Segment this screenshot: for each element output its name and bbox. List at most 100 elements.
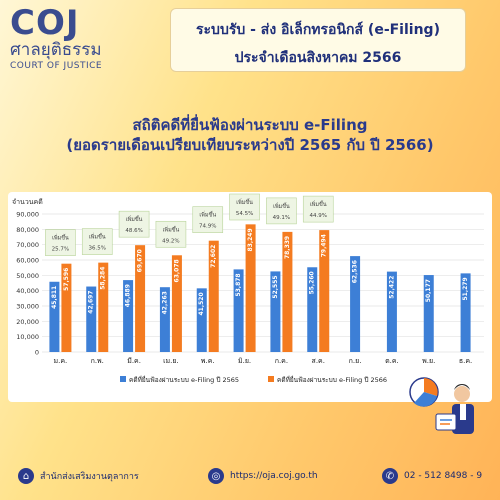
bar-series2 xyxy=(135,245,146,352)
increase-badge-label: เพิ่มขึ้น xyxy=(163,225,180,233)
increase-badge-pct: 44.9% xyxy=(310,213,327,219)
increase-badge-pct: 36.5% xyxy=(89,246,106,252)
bar-series1 xyxy=(196,288,207,352)
bar-value-label: 78,339 xyxy=(284,236,291,259)
bar-series1 xyxy=(233,269,244,352)
increase-badge-label: เพิ่มขึ้น xyxy=(236,198,253,206)
increase-badge-pct: 25.7% xyxy=(52,247,69,253)
bar-value-label: 57,596 xyxy=(63,268,70,291)
logo-abbr: COJ xyxy=(10,3,80,43)
legend-swatch xyxy=(268,376,274,382)
x-tick-label: พ.ย. xyxy=(422,357,435,365)
building-icon: ⌂ xyxy=(18,468,34,484)
increase-badge xyxy=(302,195,334,223)
bar-series2 xyxy=(98,262,109,352)
bar-value-label: 42,697 xyxy=(88,291,95,314)
increase-badge-label: เพิ่มขึ้น xyxy=(273,202,290,210)
x-tick-label: ก.ย. xyxy=(349,357,362,365)
chart-card: จำนวนคดี 0 10,000 20,000 30,000 40,000 50,000 6… xyxy=(8,192,492,402)
y-tick-label: 0 xyxy=(35,349,39,357)
bar-series1 xyxy=(350,256,361,352)
logo-thai-name: ศาลยุติธรรม xyxy=(10,40,102,60)
bar-series1 xyxy=(86,286,97,352)
bar-series2 xyxy=(282,231,293,352)
globe-icon: ◎ xyxy=(208,468,224,484)
y-tick-label: 30,000 xyxy=(16,303,39,311)
increase-badge-pct: 54.5% xyxy=(236,211,253,217)
footer-office: ⌂ สำนักส่งเสริมงานตุลาการ xyxy=(18,468,139,484)
bar-value-label: 41,520 xyxy=(198,292,205,315)
phone-icon: ✆ xyxy=(382,468,398,484)
y-tick-label: 10,000 xyxy=(16,333,39,341)
x-tick-label: ส.ค. xyxy=(312,357,325,365)
bar-value-label: 55,260 xyxy=(309,271,316,294)
increase-badge-pct: 74.9% xyxy=(199,224,216,230)
bar-value-label: 50,177 xyxy=(425,279,432,302)
bar-series2 xyxy=(208,240,219,352)
bar-series2 xyxy=(61,263,72,352)
bar-value-label: 62,536 xyxy=(352,260,359,283)
increase-badge-label: เพิ่มขึ้น xyxy=(199,211,216,219)
bar-series1 xyxy=(123,280,134,352)
footer: ⌂ สำนักส่งเสริมงานตุลาการ ◎ https://oja.… xyxy=(0,452,500,500)
x-tick-label: ธ.ค. xyxy=(459,357,472,365)
bar-value-label: 52,555 xyxy=(272,275,279,298)
header-line2: ประจำเดือนสิงหาคม 2566 xyxy=(234,50,402,66)
bar-series1 xyxy=(270,271,281,352)
bar-series1 xyxy=(159,287,170,352)
increase-badge xyxy=(155,220,187,248)
logo-english-name: COURT OF JUSTICE xyxy=(10,61,103,71)
header-box: ระบบรับ - ส่ง อิเล็กทรอนิกส์ (e-Filing) … xyxy=(170,8,466,72)
y-tick-label: 90,000 xyxy=(16,211,39,219)
bar-value-label: 53,878 xyxy=(235,273,242,296)
bar-value-label: 51,279 xyxy=(462,277,469,300)
x-tick-label: ก.พ. xyxy=(91,357,104,365)
increase-badge xyxy=(45,229,76,256)
x-tick-label: ต.ค. xyxy=(385,357,399,365)
increase-badge-label: เพิ่มขึ้น xyxy=(310,200,327,208)
footer-phone-text: 02 - 512 8498 - 9 xyxy=(404,471,483,481)
x-tick-label: เม.ย. xyxy=(163,357,179,365)
y-tick-label: 60,000 xyxy=(16,257,39,265)
presenter-illustration xyxy=(409,377,474,434)
bar-value-label: 42,263 xyxy=(161,291,168,314)
bar-value-label: 83,249 xyxy=(247,228,254,251)
bar-value-label: 72,602 xyxy=(210,245,217,268)
legend-label: คดีที่ยื่นฟ้องผ่านระบบ e-Filing ปี 2566 xyxy=(277,375,387,384)
bar-value-label: 52,422 xyxy=(388,276,395,299)
bar-chart: จำนวนคดี 0 10,000 20,000 30,000 40,000 50,000 6… xyxy=(12,193,484,384)
y-tick-label: 40,000 xyxy=(16,287,39,295)
x-tick-label: ม.ค. xyxy=(54,357,68,365)
x-tick-label: มิ.ย. xyxy=(238,357,251,365)
bar-series2 xyxy=(171,255,182,352)
bar-series1 xyxy=(49,281,60,352)
footer-website[interactable]: ◎ https://oja.coj.go.th xyxy=(208,468,318,484)
bar-value-label: 46,889 xyxy=(125,284,132,307)
x-tick-label: ก.ค. xyxy=(275,357,288,365)
increase-badge-pct: 48.6% xyxy=(125,228,142,234)
chart-title-line1: สถิติคดีที่ยื่นฟ้องผ่านระบบ e-Filing xyxy=(132,116,368,134)
increase-badge xyxy=(118,210,150,238)
legend-swatch xyxy=(120,376,126,382)
legend-label: คดีที่ยื่นฟ้องผ่านระบบ e-Filing ปี 2565 xyxy=(129,375,239,384)
y-tick-label: 70,000 xyxy=(16,241,39,249)
bar-series1 xyxy=(423,275,434,352)
coj-logo: COJ ศาลยุติธรรม COURT OF JUSTICE xyxy=(10,6,110,78)
x-tick-label: พ.ค. xyxy=(201,357,215,365)
bar-series1 xyxy=(460,273,471,352)
increase-badge-label: เพิ่มขึ้น xyxy=(89,233,106,241)
chart-title-line2: (ยอดรายเดือนเปรียบเทียบระหว่างปี 2565 กั… xyxy=(66,136,434,154)
increase-badge xyxy=(192,206,224,233)
y-tick-label: 50,000 xyxy=(16,272,39,280)
increase-badge-label: เพิ่มขึ้น xyxy=(126,215,143,223)
y-tick-label: 20,000 xyxy=(16,318,39,326)
bar-series1 xyxy=(307,267,318,352)
bar-value-label: 69,670 xyxy=(137,249,144,272)
footer-website-text[interactable]: https://oja.coj.go.th xyxy=(230,471,318,481)
footer-phone: ✆ 02 - 512 8498 - 9 xyxy=(382,468,482,484)
bar-series1 xyxy=(386,271,397,352)
increase-badge-pct: 49.1% xyxy=(273,215,290,221)
increase-badge xyxy=(266,197,297,225)
footer-office-text: สำนักส่งเสริมงานตุลาการ xyxy=(40,472,139,482)
y-tick-label: 80,000 xyxy=(16,226,39,234)
